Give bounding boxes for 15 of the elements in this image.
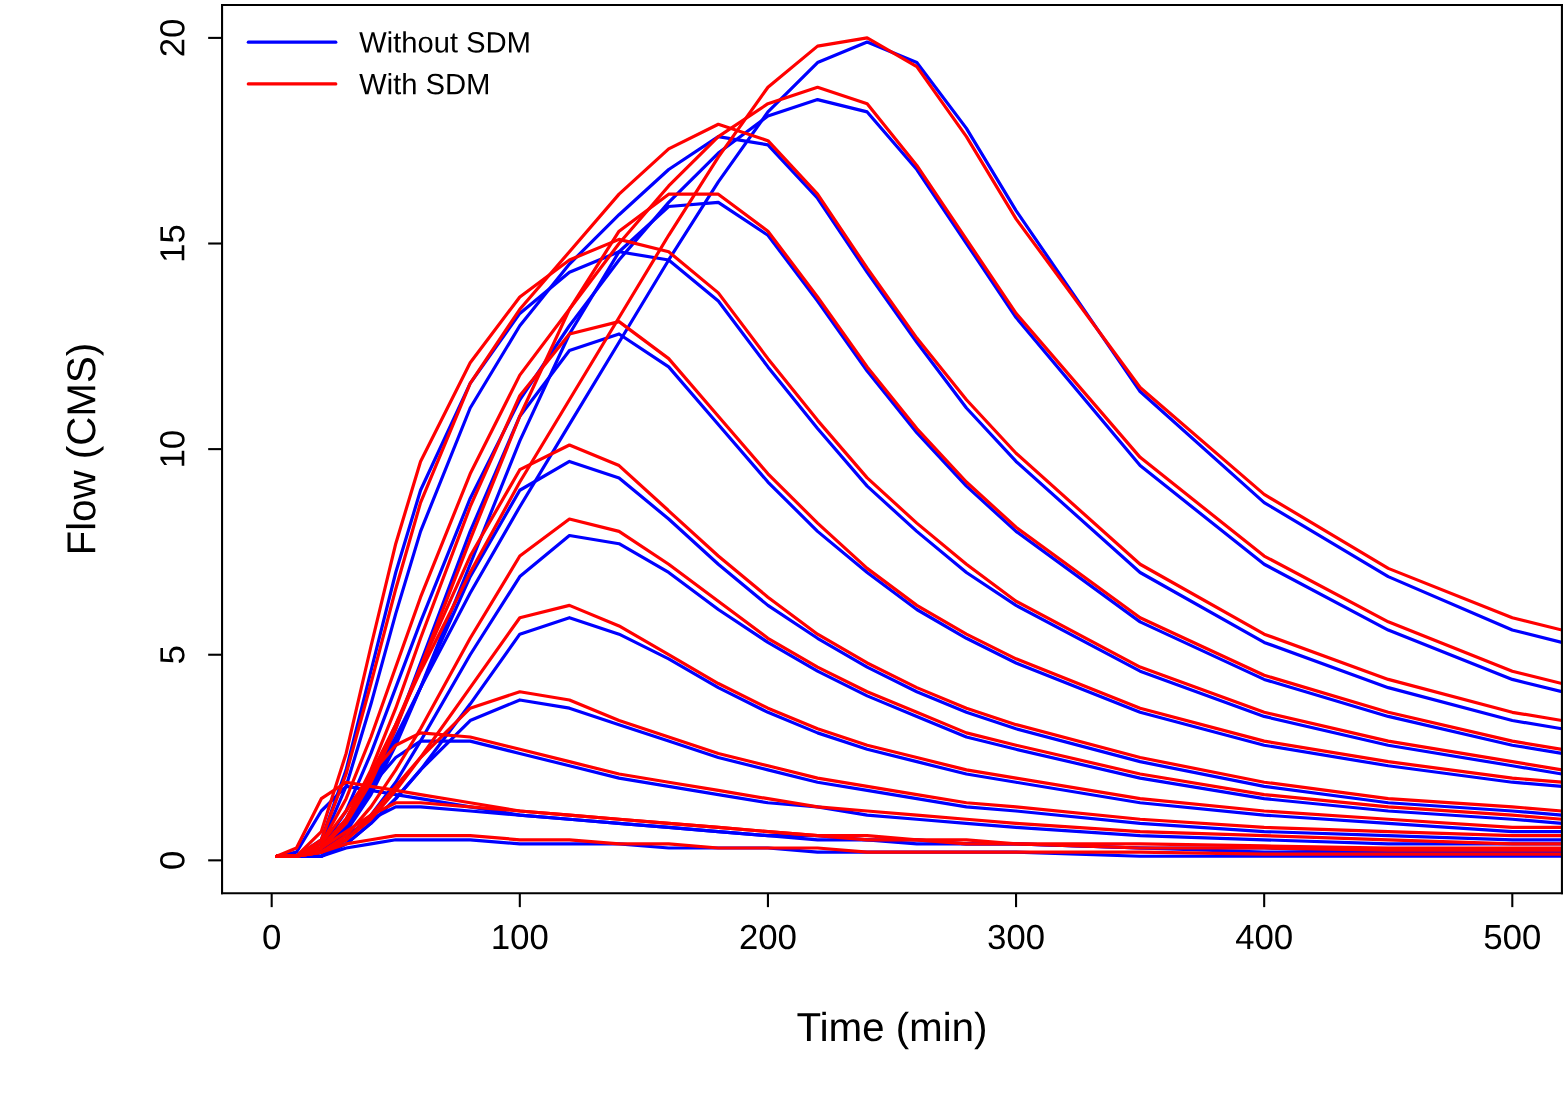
y-tick-label: 20 — [160, 19, 185, 56]
x-axis-title: Time (min) — [797, 1011, 985, 1050]
x-tick-label: 500 — [1484, 924, 1540, 950]
x-tick-label: 200 — [740, 924, 796, 950]
y-tick-label: 10 — [160, 431, 185, 466]
legend-label: Without SDM — [359, 31, 529, 53]
x-tick-label: 300 — [988, 924, 1044, 950]
legend-label: With SDM — [359, 73, 488, 95]
y-tick-label: 5 — [160, 646, 185, 663]
y-tick-label: 15 — [160, 225, 185, 261]
x-tick-label: 100 — [493, 924, 548, 950]
x-tick-label: 0 — [263, 924, 280, 950]
y-tick-label: 0 — [160, 852, 185, 869]
y-axis-title: Flow (CMS) — [66, 345, 104, 553]
x-tick-label: 400 — [1236, 924, 1292, 950]
